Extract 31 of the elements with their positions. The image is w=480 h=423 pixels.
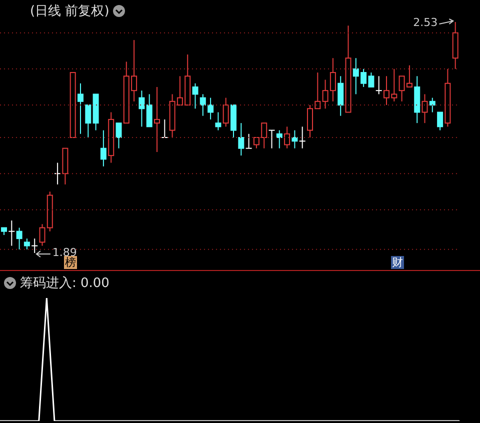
candlestick [16, 227, 22, 250]
candlestick [85, 104, 92, 138]
text: 财 [391, 256, 404, 269]
candlestick [222, 97, 229, 128]
candlestick [215, 112, 222, 131]
candlestick [192, 82, 198, 110]
candlestick [24, 238, 30, 250]
candlestick [31, 238, 38, 253]
candlestick [245, 133, 252, 149]
candlestick [268, 130, 276, 149]
candlestick [78, 82, 84, 134]
text: 榜 [64, 256, 77, 269]
candlestick [116, 122, 122, 149]
candlestick [292, 130, 298, 149]
candlestick [375, 76, 382, 95]
candlestick [146, 94, 152, 128]
chart-title: (日线 前复权) [30, 3, 110, 20]
candlestick [238, 122, 244, 156]
candlestick [138, 90, 145, 128]
chart-title: 筹码进入: 0.00 [20, 275, 110, 292]
candlestick [422, 94, 428, 124]
candlestick [429, 97, 436, 113]
candlestick [437, 112, 444, 131]
candlestick [298, 126, 306, 149]
annotation: 2.53 [413, 16, 438, 29]
candlestick [100, 130, 106, 167]
candlestick [338, 76, 344, 116]
candlestick [284, 126, 290, 149]
candlestick [276, 130, 282, 149]
candlestick [8, 220, 16, 246]
candlestick [154, 86, 160, 152]
